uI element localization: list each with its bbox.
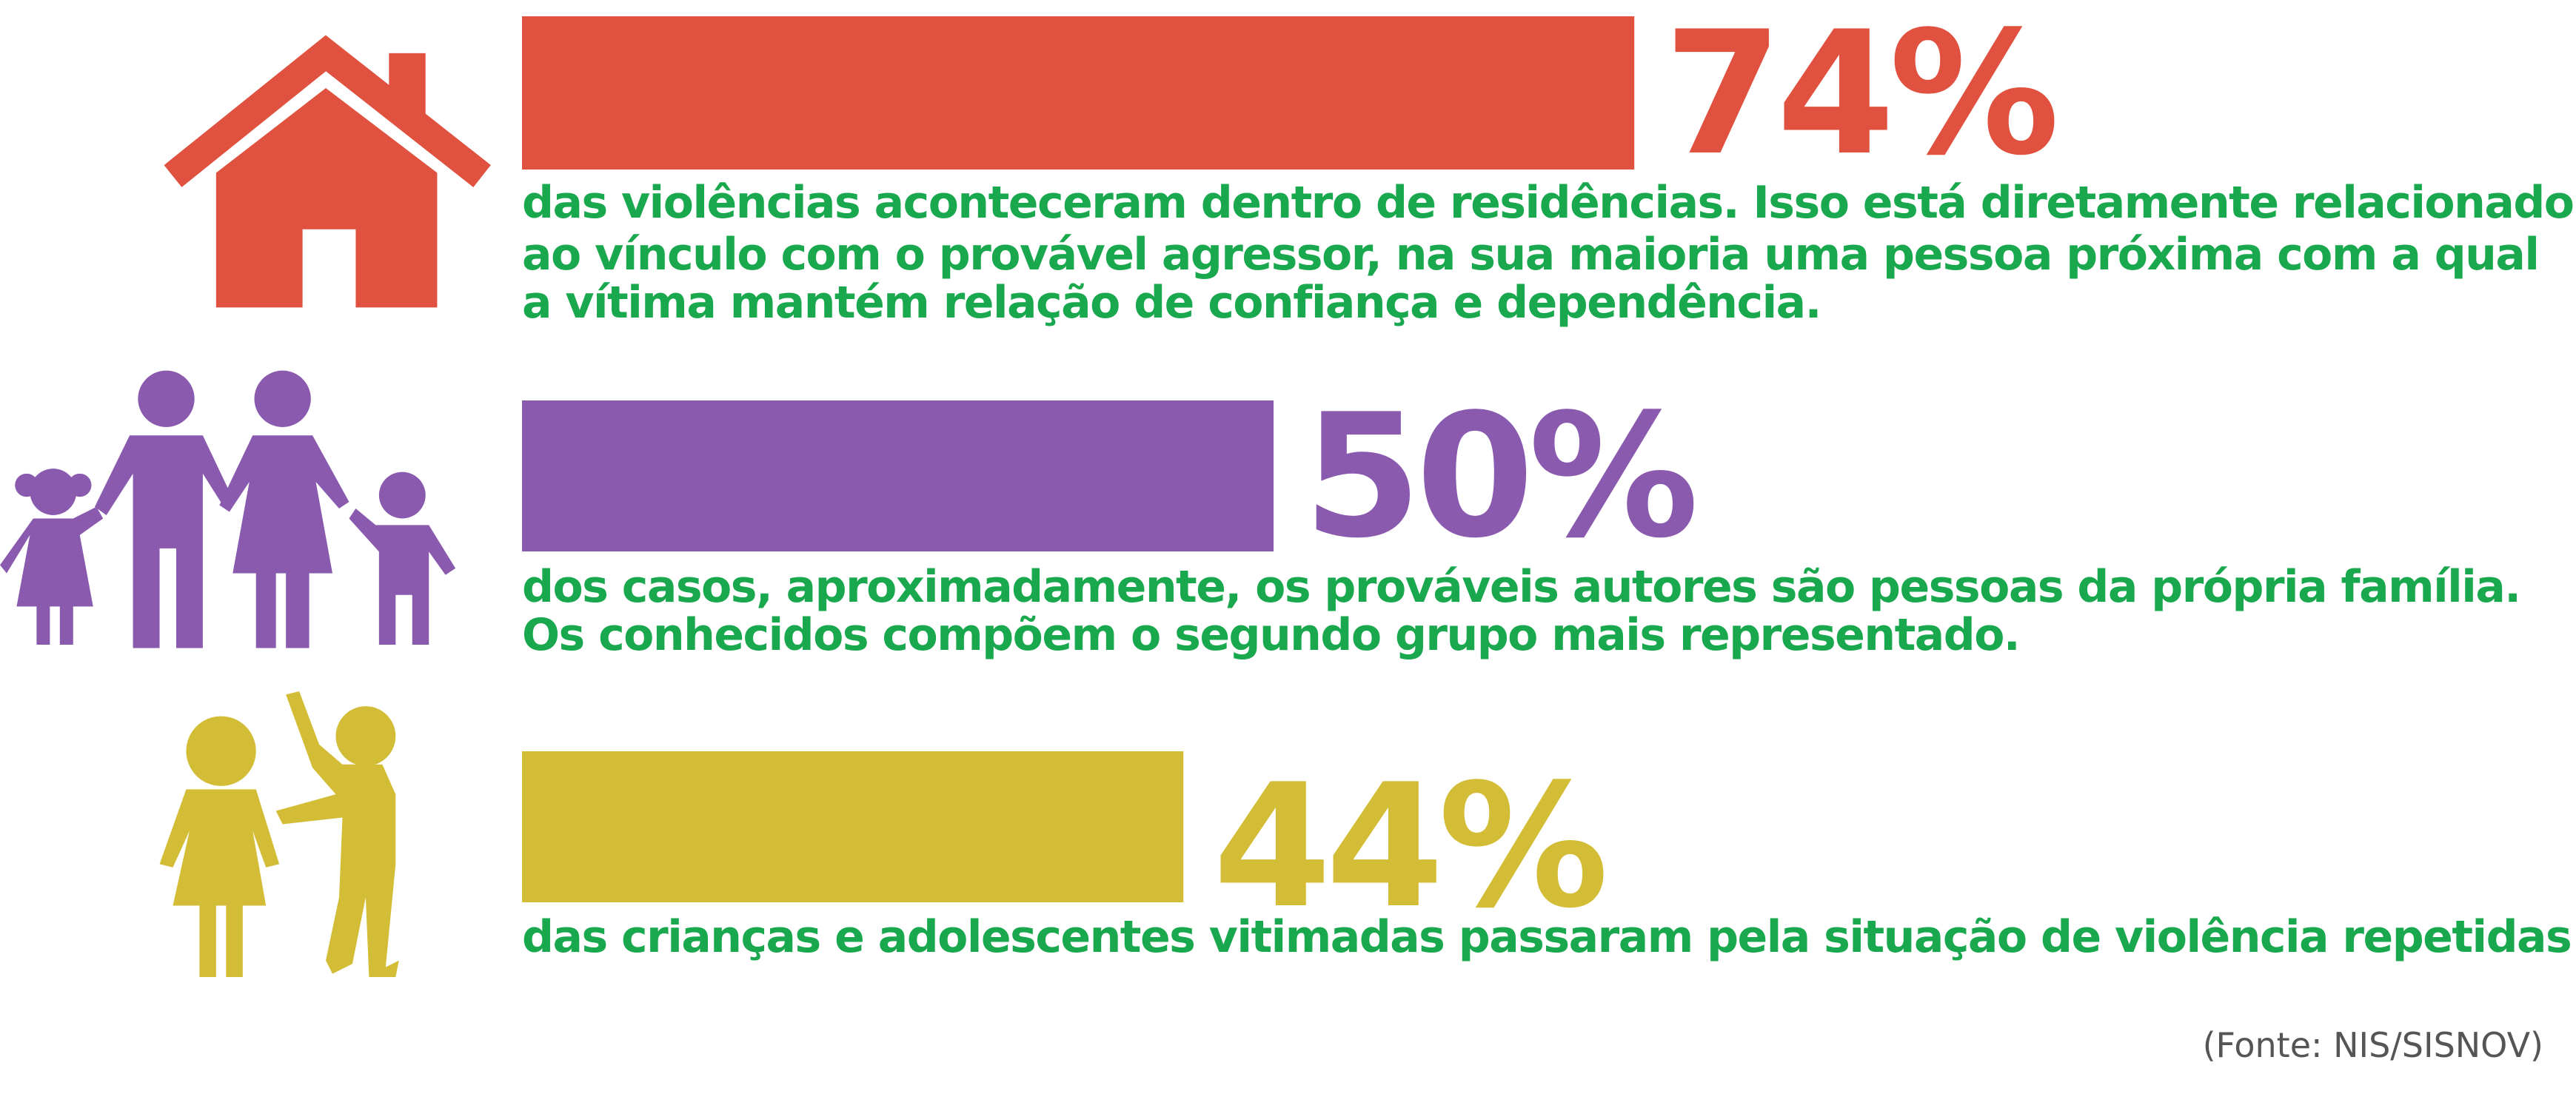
bar — [522, 400, 1274, 551]
abuse-icon — [159, 691, 399, 978]
description: ao vínculo com o provável agressor, na s… — [522, 229, 2538, 281]
description: dos casos, aproximadamente, os prováveis… — [522, 561, 2520, 613]
house-icon — [164, 35, 491, 308]
description: a vítima mantém relação de confiança e d… — [522, 277, 1821, 329]
description: das crianças e adolescentes vitimadas pa… — [522, 911, 2576, 963]
value-label: 50% — [1303, 378, 1694, 576]
value-label: 74% — [1664, 0, 2055, 193]
source: (Fonte: NIS/SISNOV) — [2203, 1025, 2543, 1065]
bar — [522, 751, 1184, 902]
family-icon — [0, 370, 456, 648]
bar — [522, 16, 1635, 170]
description: Os conhecidos compõem o segundo grupo ma… — [522, 609, 2019, 661]
icons — [0, 35, 491, 978]
description: das violências aconteceram dentro de res… — [522, 177, 2574, 229]
value-label: 44% — [1213, 748, 1604, 946]
